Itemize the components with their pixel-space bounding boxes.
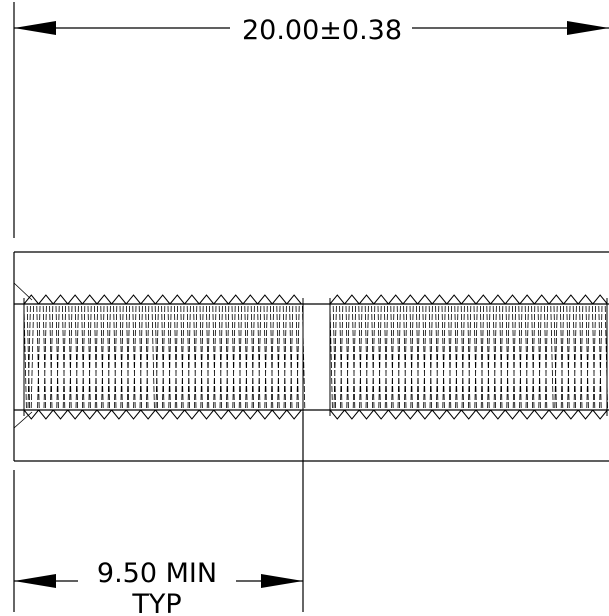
thread-arrowhead-left xyxy=(14,574,56,588)
thread-length-label: 9.50 MIN xyxy=(97,558,217,589)
thread-length-note: TYP xyxy=(131,589,181,616)
connector-outline xyxy=(13,251,609,462)
thread-length-dimension xyxy=(13,412,304,612)
overall-length-label: 20.00±0.38 xyxy=(242,15,402,46)
leader-bottom xyxy=(13,411,33,429)
thread-crest xyxy=(329,294,608,305)
thread-section-right xyxy=(329,294,608,420)
thread-crest xyxy=(329,409,608,420)
thread-hatch xyxy=(329,305,608,409)
arrowhead-left xyxy=(14,21,56,35)
thread-hatch xyxy=(23,305,306,409)
thread-crest xyxy=(23,409,302,420)
arrowhead-right xyxy=(567,21,609,35)
thread-section-left xyxy=(23,294,306,420)
overall-length-dimension xyxy=(13,2,609,238)
thread-crest xyxy=(23,294,302,305)
thread-arrowhead-right xyxy=(261,574,303,588)
